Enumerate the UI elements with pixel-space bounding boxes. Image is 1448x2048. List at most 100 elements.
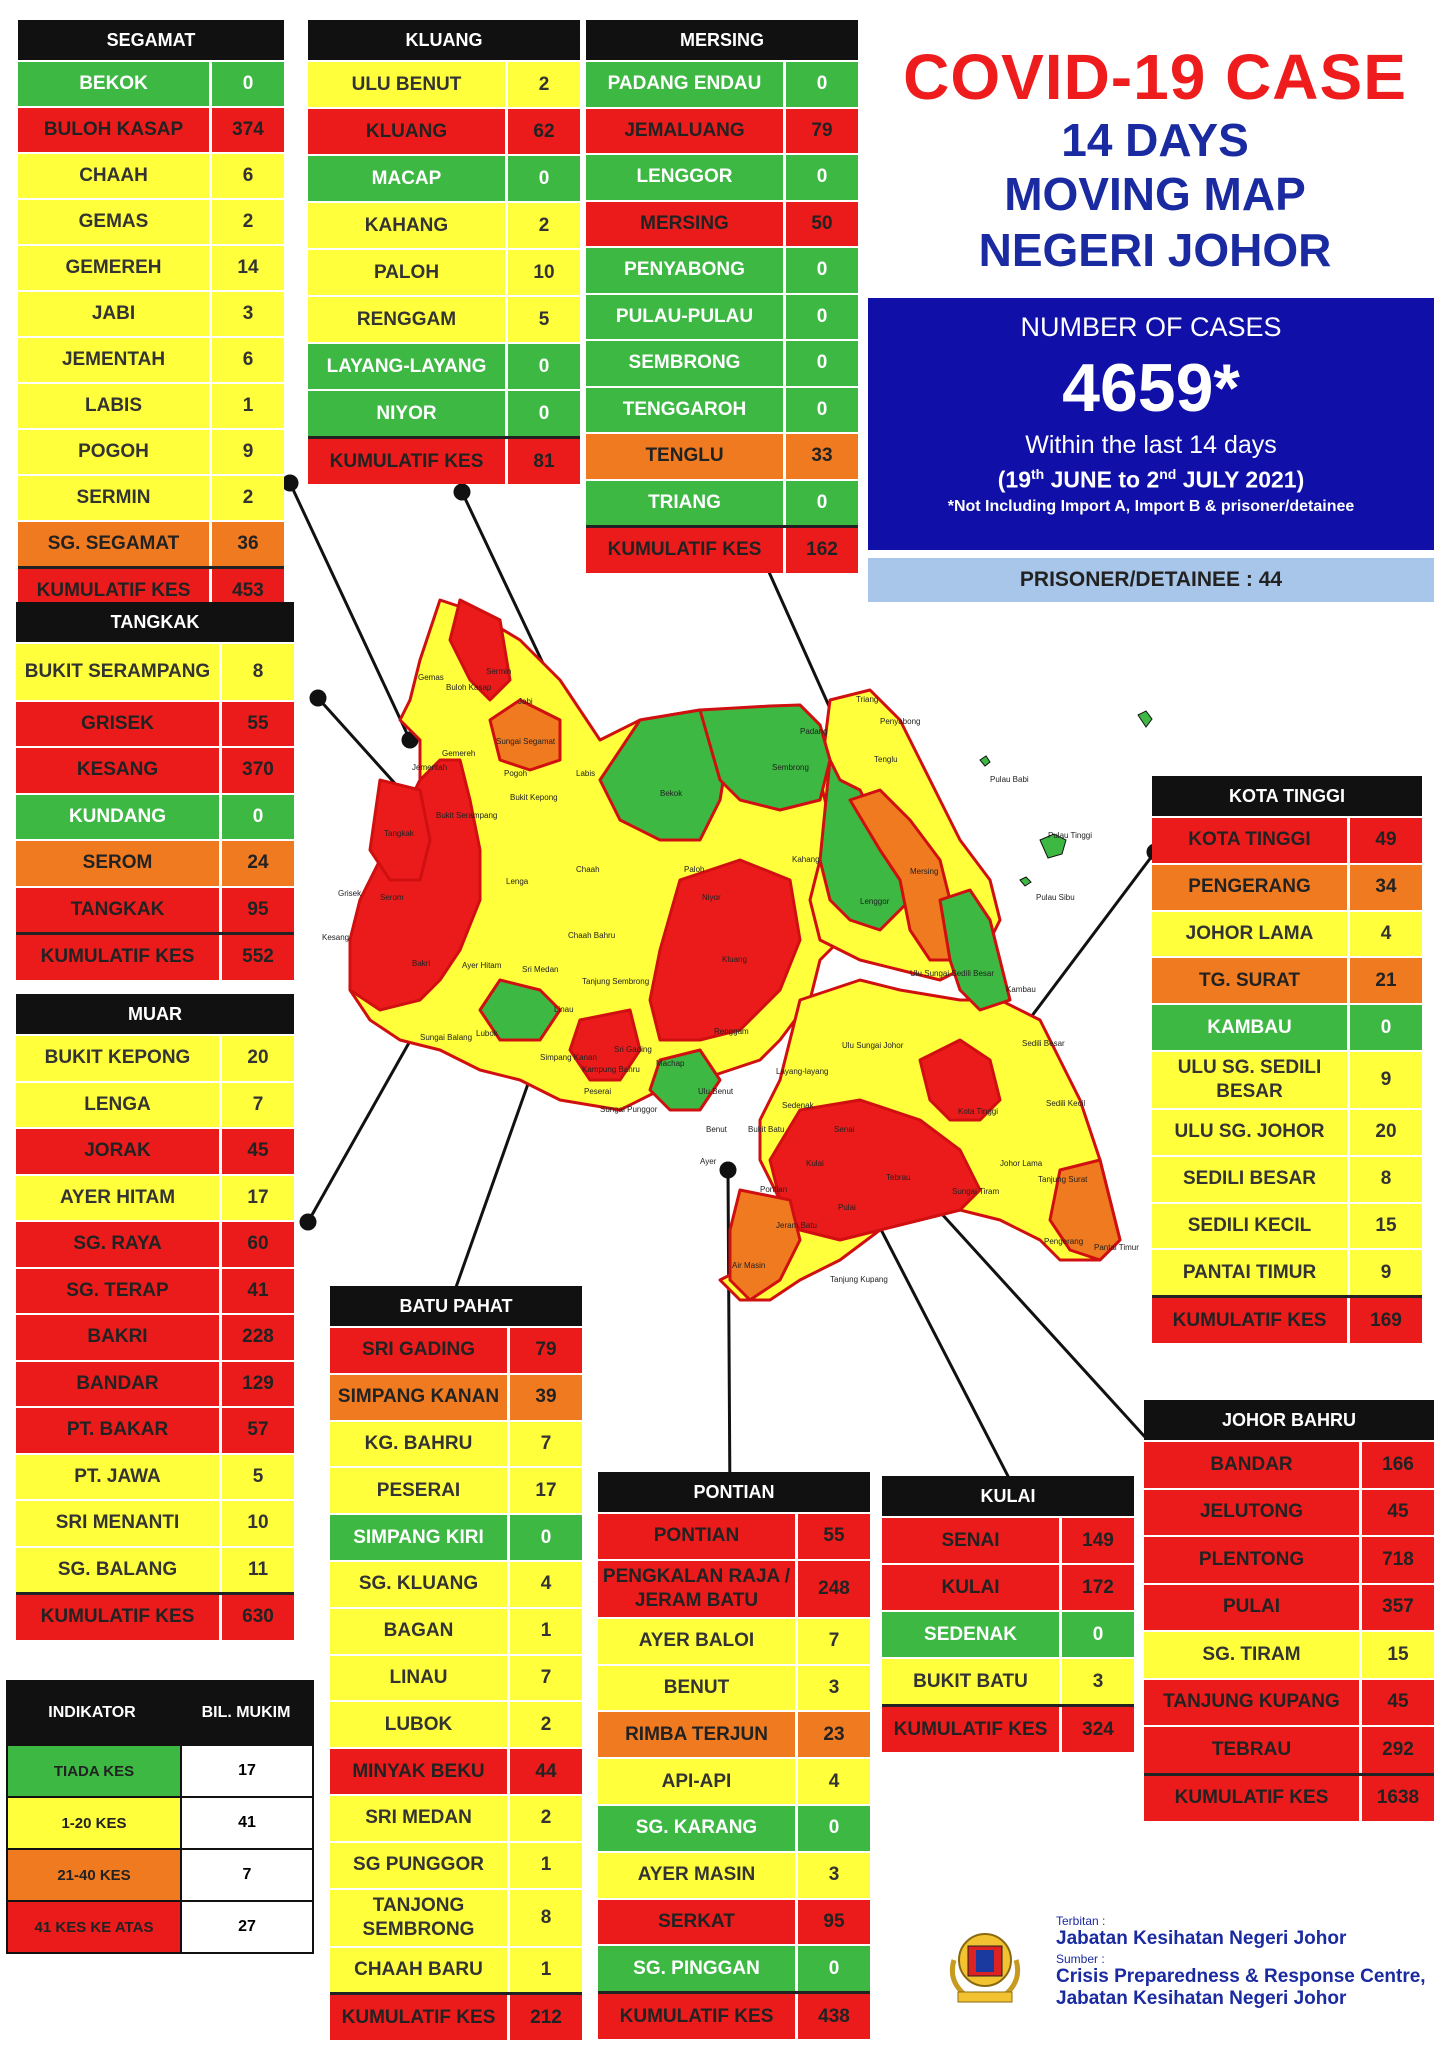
- case-count: 79: [783, 108, 858, 153]
- case-count: 3: [795, 1665, 870, 1711]
- mukim-name: SEDILI KECIL: [1187, 1214, 1312, 1236]
- map-label: Johor Lama: [1000, 1159, 1043, 1168]
- case-count: 7: [219, 1082, 294, 1127]
- case-count: 5: [219, 1454, 294, 1499]
- map-label: Pulai: [838, 1203, 856, 1212]
- mukim-name: GEMAS: [78, 211, 149, 232]
- district-header: MERSING: [586, 20, 858, 60]
- mukim-name: LAYANG-LAYANG: [326, 355, 487, 377]
- mukim-name: JABI: [91, 303, 136, 324]
- mukim-name: JEMALUANG: [624, 119, 745, 141]
- mukim-name: BUKIT SERAMPANG: [24, 660, 211, 682]
- table-row: AYER HITAM 17: [16, 1173, 294, 1220]
- mukim-name: LINAU: [389, 1666, 448, 1688]
- mukim-name: GRISEK: [81, 712, 154, 734]
- map-label: Layang-layang: [776, 1067, 828, 1076]
- map-label: Sungai Balang: [420, 1033, 472, 1042]
- table-row: TANJUNG KUPANG 45: [1144, 1677, 1434, 1725]
- map-label: Jabi: [518, 697, 533, 706]
- table-row: KESANG 370: [16, 746, 294, 793]
- table-row: LINAU 7: [330, 1653, 582, 1701]
- case-count: 1: [507, 1842, 582, 1888]
- mukim-name: PANTAI TIMUR: [1182, 1261, 1317, 1283]
- map-label: Ulu Sungai Johor: [842, 1041, 904, 1050]
- map-label: Pulau Tinggi: [1048, 831, 1092, 840]
- case-count: 2: [507, 1795, 582, 1841]
- table-row: SG. KLUANG 4: [330, 1559, 582, 1607]
- summary-label: NUMBER OF CASES: [1020, 312, 1282, 342]
- mukim-name: BANDAR: [1210, 1453, 1293, 1475]
- mukim-name: KUMULATIF KES: [1174, 1787, 1329, 1809]
- mukim-name: GEMEREH: [65, 257, 162, 278]
- case-count: 0: [795, 1946, 870, 1992]
- table-row: BULOH KASAP 374: [18, 106, 284, 152]
- subtitle-line1: 14 DAYS: [1061, 114, 1249, 166]
- case-count: 166: [1359, 1442, 1434, 1488]
- table-mersing: MERSING PADANG ENDAU 0 JEMALUANG 79 LENGGOR 0 M…: [586, 20, 858, 573]
- case-count: 169: [1347, 1298, 1422, 1343]
- mukim-name: SERMIN: [76, 487, 151, 508]
- mukim-name: LUBOK: [384, 1713, 453, 1735]
- case-count: 1: [209, 384, 284, 428]
- map-label: Gemereh: [442, 749, 475, 758]
- map-label: Tenglu: [874, 755, 898, 764]
- mukim-name: KAHANG: [364, 214, 449, 236]
- terbitan-label: Terbitan :: [1056, 1914, 1106, 1928]
- mukim-name: SENAI: [941, 1529, 1000, 1551]
- case-count: 79: [507, 1328, 582, 1373]
- prisoner-count: PRISONER/DETAINEE : 44: [868, 558, 1434, 602]
- mukim-name: TENGGAROH: [622, 398, 747, 420]
- table-row: NIYOR 0: [308, 389, 580, 436]
- case-count: 1: [507, 1947, 582, 1993]
- legend-count: 41: [180, 1798, 312, 1848]
- case-count: 2: [209, 200, 284, 244]
- mukim-name: SIMPANG KANAN: [337, 1386, 500, 1408]
- table-row: GRISEK 55: [16, 699, 294, 747]
- legend-indikator: 41 KES KE ATAS: [8, 1902, 180, 1952]
- table-row: SEROM 24: [16, 839, 294, 886]
- map-label: Kota Tinggi: [958, 1107, 998, 1116]
- case-count: 630: [219, 1595, 294, 1640]
- map-label: Ayer: [700, 1157, 717, 1166]
- sumber-line2: Jabatan Kesihatan Negeri Johor: [1056, 1988, 1347, 2009]
- cumulative-row: KUMULATIF KES 212: [330, 1992, 582, 2041]
- mukim-name: RIMBA TERJUN: [625, 1723, 768, 1745]
- table-row: GEMAS 2: [18, 198, 284, 244]
- mukim-name: PENGERANG: [1188, 876, 1311, 898]
- map-label: Tanjung Sembrong: [582, 977, 649, 986]
- legend-header-bil: BIL. MUKIM: [201, 1704, 291, 1721]
- map-label: Pulau Sibu: [1036, 893, 1075, 902]
- mukim-name: AYER HITAM: [59, 1186, 176, 1208]
- mukim-name: BEKOK: [79, 73, 148, 94]
- table-row: PULAI 357: [1144, 1582, 1434, 1630]
- map-label: Tebrau: [886, 1173, 910, 1182]
- table-row: BUKIT SERAMPANG 8: [16, 642, 294, 700]
- map-label: Bukit Serampang: [436, 811, 497, 820]
- mukim-name: PALOH: [373, 261, 440, 283]
- table-row: PESERAI 17: [330, 1466, 582, 1514]
- cumulative-row: KUMULATIF KES 324: [882, 1704, 1134, 1752]
- mukim-name: BAGAN: [383, 1620, 454, 1642]
- map-label: Sembrong: [772, 763, 809, 772]
- map-label: Air Masin: [732, 1261, 765, 1270]
- mukim-name: TRIANG: [648, 491, 721, 513]
- table-row: TANJONG SEMBRONG 8: [330, 1887, 582, 1946]
- table-row: BUKIT BATU 3: [882, 1657, 1134, 1704]
- table-row: PADANG ENDAU 0: [586, 60, 858, 107]
- mukim-name: LABIS: [85, 395, 142, 416]
- table-row: ULU SG. SEDILI BESAR 9: [1152, 1049, 1422, 1108]
- mukim-name: TANJUNG KUPANG: [1163, 1691, 1340, 1713]
- map-label: Ulu Sungai Sedili Besar: [910, 969, 994, 978]
- table-row: CHAAH 6: [18, 152, 284, 198]
- district-header: KULAI: [882, 1476, 1134, 1516]
- mukim-name: SRI MENANTI: [55, 1512, 180, 1534]
- range-sup2: nd: [1159, 466, 1177, 482]
- range-mid: JUNE to 2: [1044, 466, 1160, 493]
- case-count: 1: [507, 1608, 582, 1654]
- map-label: Grisek: [338, 889, 362, 898]
- mukim-name: TENGLU: [645, 445, 724, 467]
- table-row: BANDAR 166: [1144, 1440, 1434, 1488]
- mukim-name: BUKIT BATU: [913, 1670, 1028, 1692]
- cumulative-row: KUMULATIF KES 169: [1152, 1295, 1422, 1343]
